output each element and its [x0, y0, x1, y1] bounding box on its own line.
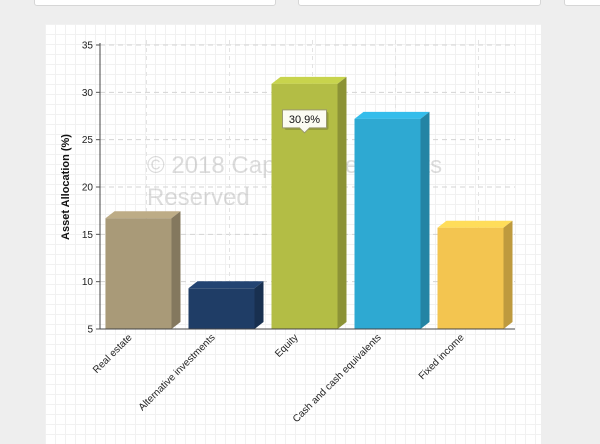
y-tick-label-6: 35: [82, 41, 94, 52]
bar-side-face: [171, 211, 181, 329]
y-tick-label-3: 20: [82, 183, 94, 194]
bar-top-face: [188, 281, 264, 289]
x-tick-label-3: Cash and cash equivalents: [291, 332, 384, 425]
value-tooltip: 30.9%: [282, 109, 329, 134]
bar-front-face: [437, 227, 504, 329]
bar-real-estate[interactable]: [105, 211, 181, 329]
y-axis-label: Asset Allocation (%): [60, 134, 72, 240]
bar-fixed-income[interactable]: [437, 220, 513, 329]
y-tick-label-0: 5: [87, 325, 93, 336]
bar-top-face: [354, 111, 430, 119]
chart-x-ticks: Real estate Alternative investments Equity…: [91, 332, 467, 425]
y-tick-label-5: 30: [82, 88, 94, 99]
x-tick-label-2: Equity: [273, 332, 300, 359]
chart-y-ticks: 5 10 15 20 25 30 35: [82, 41, 100, 336]
tooltip-label: 30.9%: [289, 114, 320, 126]
asset-allocation-chart: 5 10 15 20 25 30 35 Real estate Alternative inv…: [60, 40, 515, 425]
x-tick-label-1: Alternative investments: [137, 332, 218, 413]
tooltip-box: [282, 109, 327, 134]
bar-cash-and-cash-equivalents[interactable]: [354, 111, 430, 329]
bar-top-face: [437, 220, 513, 228]
bar-alternative-investments[interactable]: [188, 281, 264, 329]
bar-front-face: [188, 288, 255, 329]
x-tick-label-4: Fixed income: [417, 332, 467, 382]
bar-front-face: [354, 118, 421, 329]
bar-side-face: [337, 76, 347, 330]
y-tick-label-4: 25: [82, 135, 94, 146]
bar-front-face: [105, 218, 172, 329]
x-tick-label-0: Real estate: [91, 332, 135, 376]
bar-side-face: [503, 220, 513, 329]
bar-side-face: [420, 111, 430, 329]
y-tick-label-2: 15: [82, 230, 94, 241]
y-tick-label-1: 10: [82, 277, 94, 288]
top-card-2: [298, 0, 541, 6]
top-card-3: [564, 0, 600, 6]
bar-top-face: [105, 211, 181, 219]
bar-side-face: [254, 281, 264, 329]
top-card-1: [34, 0, 276, 6]
bar-top-face: [271, 76, 347, 84]
